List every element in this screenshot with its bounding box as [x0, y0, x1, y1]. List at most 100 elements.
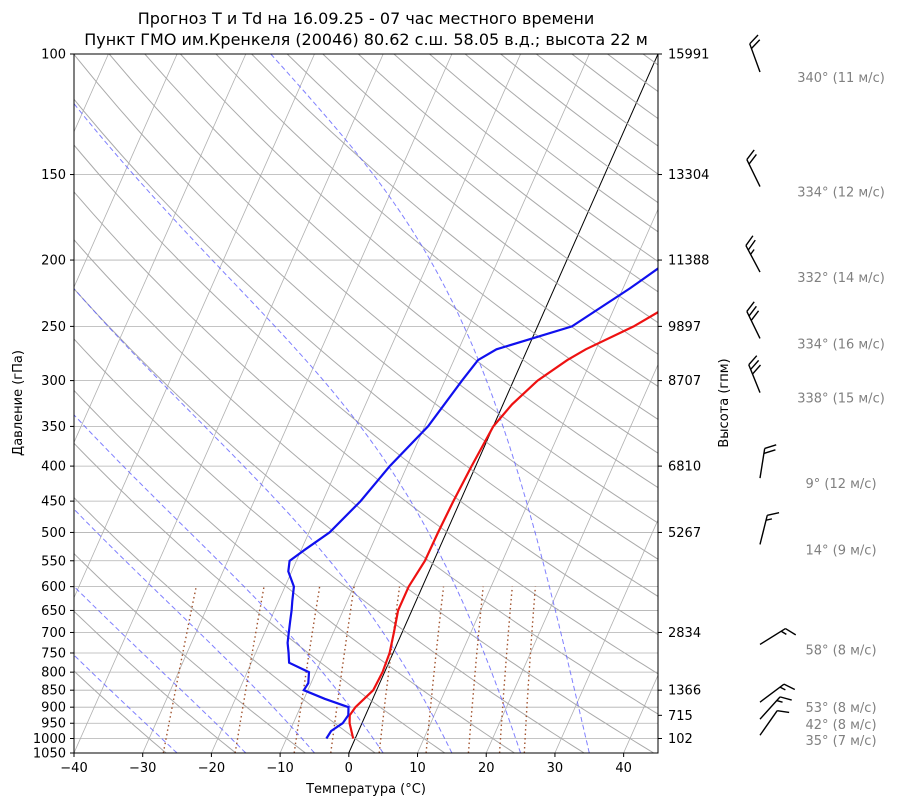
- wind-barb: 42° (8 м/с): [759, 696, 877, 733]
- wind-barb-label: 35° (7 м/с): [805, 734, 876, 749]
- wind-barb-feather: [746, 149, 755, 160]
- x-tick-label: −30: [129, 761, 156, 776]
- wind-barb: 9° (12 м/с): [759, 444, 877, 492]
- isotherm: [554, 518, 658, 753]
- height-tick-label: 5267: [668, 526, 701, 541]
- x-tick-label: 40: [615, 761, 632, 776]
- wind-barb-label: 9° (12 м/с): [805, 477, 876, 492]
- wind-barb-feather: [748, 154, 757, 165]
- dry-adiabat: [74, 496, 376, 753]
- height-tick-label: 15991: [668, 48, 709, 63]
- plot-frame: [73, 53, 659, 754]
- freezing-isotherm: [348, 54, 658, 753]
- height-tick-label: 8707: [668, 374, 701, 389]
- height-tick-label: 2834: [668, 626, 701, 641]
- height-axis: 15991 13304 11388 9897 8707 6810 5267 2834 1366 7…: [658, 48, 709, 747]
- y-tick-label: 150: [41, 168, 66, 183]
- mixing-ratio-line: [162, 586, 197, 753]
- mixing-ratio-line: [523, 586, 537, 753]
- wind-barb-label: 334° (16 м/с): [797, 337, 885, 352]
- y-axis: 100 150 200 250 300 350 400 450 500 550 600 650 700 7…: [33, 48, 74, 762]
- wind-barb-feather: [767, 512, 780, 517]
- dry-adiabat: [74, 239, 658, 715]
- x-tick-label: −10: [266, 761, 293, 776]
- y-tick-label: 400: [41, 460, 66, 475]
- x-axis-label: Температура (°C): [305, 782, 426, 797]
- y-tick-label: 300: [41, 374, 66, 389]
- wind-barb-feather: [763, 449, 776, 455]
- wind-barbs: 340° (11 м/с) 334° (12 м/с) 332° (14 м/с) 3…: [745, 34, 885, 749]
- x-tick-label: 20: [478, 761, 495, 776]
- wind-barb-feather: [751, 364, 762, 375]
- mixing-ratio-line: [378, 586, 401, 753]
- moist-adiabat: [270, 54, 590, 753]
- wind-barb: 334° (16 м/с): [746, 301, 885, 352]
- height-tick-label: 102: [668, 732, 693, 747]
- y-tick-label: 850: [41, 684, 66, 699]
- wind-barb-label: 334° (12 м/с): [797, 186, 885, 201]
- height-tick-label: 715: [668, 709, 693, 724]
- y-axis-label: Давление (гПа): [11, 350, 26, 456]
- height-tick-label: 1366: [668, 684, 701, 699]
- isotherm: [74, 54, 384, 753]
- dry-adiabat: [74, 610, 237, 753]
- isotherm: [417, 208, 658, 753]
- wind-barb-feather: [747, 239, 756, 251]
- y-tick-label: 650: [41, 604, 66, 619]
- dry-adiabat: [74, 288, 655, 753]
- wind-barb-feather: [748, 305, 757, 317]
- wind-barb: 14° (9 м/с): [759, 512, 877, 558]
- mixing-ratio-line: [330, 586, 355, 753]
- wind-barb-feather: [764, 444, 777, 450]
- dry-adiabat: [74, 191, 658, 675]
- wind-barb-feather: [750, 249, 755, 255]
- y-tick-label: 350: [41, 420, 66, 435]
- dry-adiabat: [180, 54, 658, 454]
- y-tick-label: 700: [41, 626, 66, 641]
- wind-barb: 338° (15 м/с): [748, 355, 885, 407]
- wind-barb-feather: [779, 696, 792, 701]
- profile-lines: [286, 267, 658, 740]
- wind-barb: 334° (12 м/с): [746, 149, 885, 201]
- wind-barb-label: 338° (15 м/с): [797, 392, 885, 407]
- isotherm: [142, 54, 453, 753]
- dry-adiabat: [74, 98, 658, 597]
- wind-barb-label: 42° (8 м/с): [805, 718, 876, 733]
- wind-barb: 35° (7 м/с): [759, 709, 877, 749]
- wind-barb-feather: [783, 683, 796, 691]
- dry-adiabat: [286, 54, 658, 355]
- isotherm: [485, 363, 658, 753]
- isotherm: [74, 54, 247, 444]
- wind-barb-feather: [779, 686, 786, 691]
- isotherm: [211, 54, 521, 753]
- chart-title: Прогноз T и Td на 16.09.25 - 07 час мест…: [138, 9, 594, 28]
- y-tick-label: 800: [41, 666, 66, 681]
- wind-barb-feather: [776, 699, 783, 703]
- dry-adiabat: [74, 338, 585, 753]
- y-tick-label: 100: [41, 48, 66, 63]
- height-tick-label: 9897: [668, 320, 701, 335]
- dry-adiabat: [74, 54, 658, 560]
- x-tick-label: 0: [345, 761, 353, 776]
- wind-barb-feather: [746, 301, 755, 312]
- wind-barb-feather: [745, 235, 754, 246]
- dry-adiabat: [74, 442, 446, 753]
- wind-barb: 340° (11 м/с): [749, 34, 885, 86]
- height-axis-label: Высота (гпм): [717, 358, 732, 447]
- dry-adiabat: [108, 54, 658, 524]
- wind-barb-feather: [748, 355, 758, 366]
- x-tick-label: −40: [60, 761, 87, 776]
- dry-adiabat: [74, 389, 515, 753]
- wind-barb-feather: [750, 310, 760, 321]
- wind-barb-label: 58° (8 м/с): [805, 643, 876, 658]
- moist-adiabat: [74, 508, 315, 753]
- x-tick-label: 30: [547, 761, 564, 776]
- height-tick-label: 13304: [668, 168, 709, 183]
- y-tick-label: 500: [41, 526, 66, 541]
- wind-barb-label: 340° (11 м/с): [797, 71, 885, 86]
- y-tick-label: 750: [41, 646, 66, 661]
- mixing-ratio-line: [234, 586, 265, 753]
- wind-barb-shaft: [759, 710, 778, 736]
- mixing-ratio-line: [425, 586, 445, 753]
